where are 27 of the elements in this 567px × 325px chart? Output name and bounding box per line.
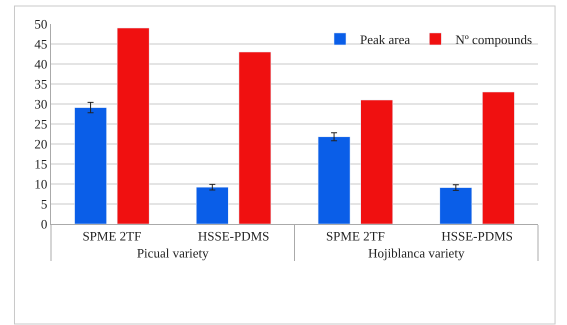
bar	[440, 187, 472, 224]
y-tick-label: 20	[34, 136, 48, 152]
y-tick-label: 5	[40, 196, 48, 212]
bar	[238, 52, 272, 224]
x-tick-label: SPME 2TF	[82, 228, 142, 244]
y-tick-label: 25	[34, 116, 48, 132]
legend-label: Peak area	[360, 32, 410, 48]
bar	[360, 100, 393, 224]
y-tick-label: 50	[34, 16, 48, 32]
text: Picual variety	[136, 246, 210, 261]
text: Hojiblanca variety	[368, 246, 465, 261]
y-tick-label: 45	[34, 36, 48, 52]
legend-label: Nº compounds	[455, 32, 532, 48]
x-tick-label: HSSE-PDMS	[441, 228, 513, 244]
bar	[116, 28, 150, 224]
y-tick-label: 30	[34, 96, 48, 112]
x-tick-label: HSSE-PDMS	[198, 228, 270, 244]
bar	[196, 186, 229, 224]
bar	[318, 136, 350, 224]
y-tick-label: 35	[34, 76, 48, 92]
y-tick-label: 10	[34, 176, 48, 192]
bar	[482, 92, 515, 224]
y-tick-label: 0	[40, 216, 48, 232]
bar	[74, 107, 107, 224]
x-tick-label: SPME 2TF	[326, 228, 385, 244]
y-tick-label: 40	[34, 56, 48, 72]
y-tick-label: 15	[34, 156, 48, 172]
